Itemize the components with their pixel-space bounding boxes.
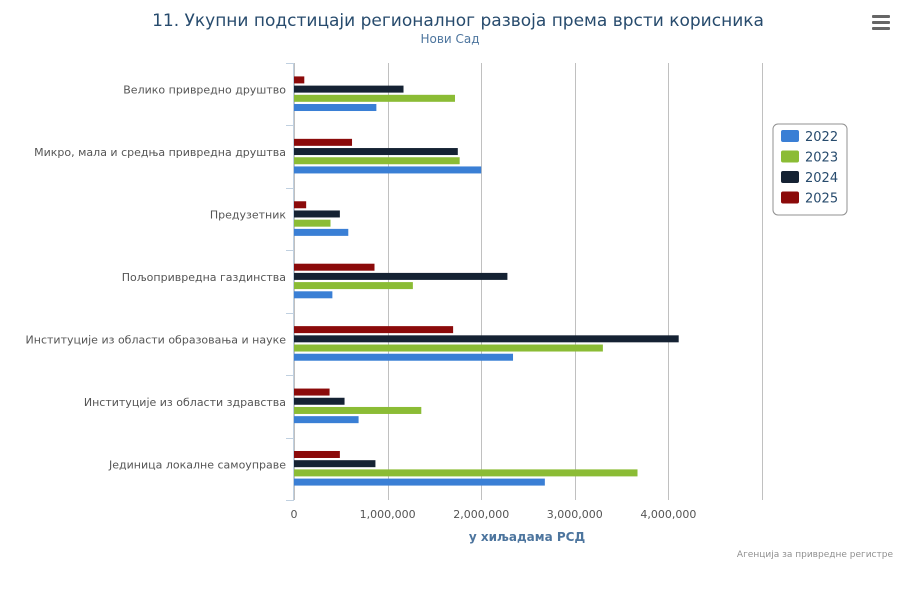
credits: Агенција за привредне регистре [737, 550, 894, 560]
x-tick-label: 1,000,000 [360, 508, 416, 521]
legend-swatch-2022[interactable] [781, 130, 799, 142]
bar-2022-3[interactable] [294, 291, 333, 299]
bar-2024-1[interactable] [294, 148, 458, 156]
bar-2025-5[interactable] [294, 388, 330, 396]
x-axis-title: у хиљадама РСД [469, 530, 585, 544]
bar-2025-4[interactable] [294, 326, 454, 334]
category-label: Пољопривредна газдинства [122, 271, 286, 284]
bar-2024-4[interactable] [294, 335, 679, 343]
category-label: Институције из области здравства [84, 396, 286, 409]
legend-swatch-2023[interactable] [781, 150, 799, 163]
gridlines [294, 63, 763, 500]
bar-2023-1[interactable] [294, 157, 460, 165]
bar-2022-4[interactable] [294, 353, 514, 361]
x-tick-label: 0 [291, 508, 298, 521]
bar-2024-3[interactable] [294, 272, 508, 280]
category-label: Велико привредно друштво [123, 84, 286, 97]
category-label: Институције из области образовања и наук… [26, 333, 287, 346]
chart-title: 11. Укупни подстицаји регионалног развој… [152, 11, 764, 31]
category-label: Предузетник [210, 209, 287, 222]
legend[interactable]: 2022 2023 2024 2025 [772, 123, 848, 216]
bar-2022-5[interactable] [294, 416, 359, 424]
bar-2023-6[interactable] [294, 469, 638, 477]
bar-2023-3[interactable] [294, 282, 413, 290]
bar-2022-2[interactable] [294, 228, 349, 236]
bar-2024-0[interactable] [294, 85, 404, 93]
legend-label-2023[interactable]: 2023 [805, 151, 838, 166]
x-tick-label: 2,000,000 [453, 508, 509, 521]
bar-2023-4[interactable] [294, 344, 603, 352]
legend-label-2025[interactable]: 2025 [805, 192, 838, 207]
legend-swatch-2025[interactable] [781, 191, 799, 204]
hamburger-menu-icon[interactable] [870, 12, 892, 34]
bar-2024-2[interactable] [294, 210, 340, 218]
legend-label-2024[interactable]: 2024 [805, 171, 838, 186]
bar-2023-2[interactable] [294, 219, 331, 227]
bar-2025-2[interactable] [294, 201, 307, 209]
chart-subtitle: Нови Сад [420, 32, 479, 46]
category-label: Јединица локалне самоуправе [108, 458, 286, 471]
bar-2025-3[interactable] [294, 263, 375, 271]
legend-label-2022[interactable]: 2022 [805, 130, 838, 145]
bar-2024-5[interactable] [294, 397, 345, 405]
x-tick-label: 3,000,000 [547, 508, 603, 521]
bar-2023-0[interactable] [294, 94, 455, 102]
bar-2024-6[interactable] [294, 460, 376, 468]
bar-2022-0[interactable] [294, 104, 377, 112]
bar-2022-6[interactable] [294, 478, 545, 486]
category-label: Микро, мала и средња привредна друштва [34, 146, 286, 159]
bar-2025-1[interactable] [294, 138, 353, 146]
bar-2025-0[interactable] [294, 76, 305, 84]
bars [294, 76, 679, 486]
x-tick-label: 4,000,000 [640, 508, 696, 521]
category-axis: Велико привредно друштво Микро, мала и ср… [26, 63, 294, 501]
legend-swatch-2024[interactable] [781, 171, 799, 183]
bar-2025-6[interactable] [294, 450, 340, 458]
bar-2022-1[interactable] [294, 166, 482, 174]
bar-2023-5[interactable] [294, 406, 422, 414]
x-axis-ticks: 0 1,000,000 2,000,000 3,000,000 4,000,000 [291, 508, 697, 521]
